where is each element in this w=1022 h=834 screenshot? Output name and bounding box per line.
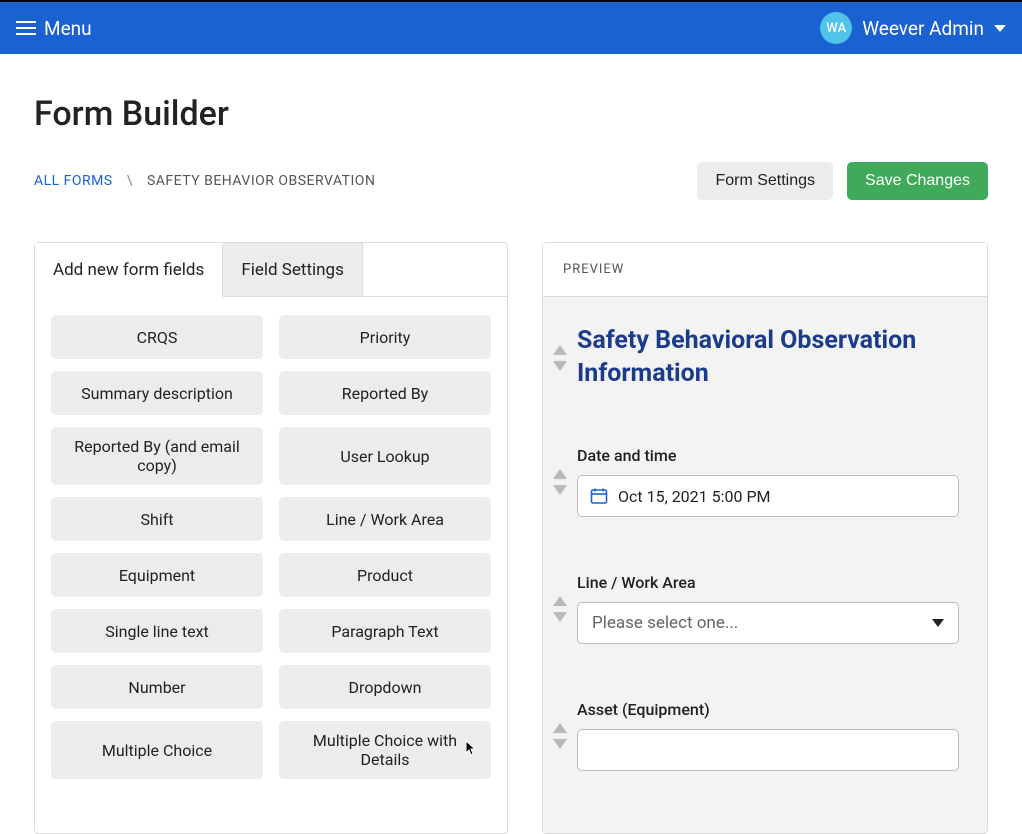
move-up-icon[interactable] [553, 596, 567, 606]
move-down-icon[interactable] [553, 739, 567, 749]
page-content: Form Builder ALL FORMS \ SAFETY BEHAVIOR… [0, 54, 1022, 834]
breadcrumb-current: SAFETY BEHAVIOR OBSERVATION [147, 173, 375, 189]
avatar-initials: WA [826, 21, 846, 36]
move-down-icon[interactable] [553, 361, 567, 371]
field-chip-line-work-area[interactable]: Line / Work Area [279, 497, 491, 541]
line-select[interactable]: Please select one... [577, 602, 959, 644]
hamburger-icon [16, 21, 36, 35]
cursor-icon [465, 740, 477, 760]
asset-input[interactable] [577, 729, 959, 771]
field-grid: CRQS Priority Summary description Report… [35, 297, 507, 797]
tab-field-settings[interactable]: Field Settings [223, 243, 363, 296]
breadcrumb-root[interactable]: ALL FORMS [34, 173, 113, 189]
field-chip-paragraph-text[interactable]: Paragraph Text [279, 609, 491, 653]
move-down-icon[interactable] [553, 612, 567, 622]
field-chip-user-lookup[interactable]: User Lookup [279, 427, 491, 485]
field-chip-reported-by-email[interactable]: Reported By (and email copy) [51, 427, 263, 485]
form-settings-button[interactable]: Form Settings [697, 162, 833, 200]
move-down-icon[interactable] [553, 485, 567, 495]
line-label: Line / Work Area [577, 573, 959, 592]
tabs: Add new form fields Field Settings [35, 243, 507, 297]
field-chip-equipment[interactable]: Equipment [51, 553, 263, 597]
field-chip-single-line-text[interactable]: Single line text [51, 609, 263, 653]
field-chip-crqs[interactable]: CRQS [51, 315, 263, 359]
field-chip-shift[interactable]: Shift [51, 497, 263, 541]
menu-button[interactable]: Menu [16, 17, 92, 40]
user-name: Weever Admin [862, 17, 984, 40]
workspace: Add new form fields Field Settings CRQS … [34, 242, 988, 834]
chevron-down-icon [932, 619, 944, 627]
field-chip-summary-description[interactable]: Summary description [51, 371, 263, 415]
preview-date-block[interactable]: Date and time Oct 15, 2021 5:00 PM [551, 432, 971, 531]
field-chip-priority[interactable]: Priority [279, 315, 491, 359]
subheader-row: ALL FORMS \ SAFETY BEHAVIOR OBSERVATION … [34, 162, 988, 200]
left-panel: Add new form fields Field Settings CRQS … [34, 242, 508, 834]
calendar-icon [590, 487, 608, 505]
field-chip-number[interactable]: Number [51, 665, 263, 709]
reorder-arrows [553, 596, 567, 622]
reorder-arrows [553, 469, 567, 495]
preview-panel: PREVIEW Safety Behavioral Observation In… [542, 242, 988, 834]
move-up-icon[interactable] [553, 345, 567, 355]
field-chip-reported-by[interactable]: Reported By [279, 371, 491, 415]
tab-add-fields[interactable]: Add new form fields [35, 243, 223, 297]
preview-section-title-block[interactable]: Safety Behavioral Observation Informatio… [551, 311, 971, 404]
date-label: Date and time [577, 446, 959, 465]
breadcrumb: ALL FORMS \ SAFETY BEHAVIOR OBSERVATION [34, 173, 375, 189]
date-value: Oct 15, 2021 5:00 PM [618, 487, 771, 506]
reorder-arrows [553, 723, 567, 749]
move-up-icon[interactable] [553, 723, 567, 733]
preview-section-title: Safety Behavioral Observation Informatio… [577, 325, 959, 390]
field-chip-multiple-choice[interactable]: Multiple Choice [51, 721, 263, 779]
preview-line-block[interactable]: Line / Work Area Please select one... [551, 559, 971, 658]
move-up-icon[interactable] [553, 469, 567, 479]
date-input[interactable]: Oct 15, 2021 5:00 PM [577, 475, 959, 517]
avatar: WA [820, 12, 852, 44]
preview-body: Safety Behavioral Observation Informatio… [543, 297, 987, 833]
page-title: Form Builder [34, 94, 988, 134]
chevron-down-icon [994, 25, 1006, 32]
preview-header: PREVIEW [543, 243, 987, 297]
topbar: Menu WA Weever Admin [0, 0, 1022, 54]
asset-label: Asset (Equipment) [577, 700, 959, 719]
line-placeholder: Please select one... [592, 613, 738, 633]
reorder-arrows [553, 345, 567, 371]
action-buttons: Form Settings Save Changes [697, 162, 988, 200]
user-menu[interactable]: WA Weever Admin [820, 12, 1006, 44]
menu-label: Menu [44, 17, 92, 40]
field-chip-dropdown[interactable]: Dropdown [279, 665, 491, 709]
field-chip-label: Multiple Choice with Details [291, 731, 479, 769]
field-chip-product[interactable]: Product [279, 553, 491, 597]
breadcrumb-separator: \ [127, 173, 133, 189]
preview-asset-block[interactable]: Asset (Equipment) [551, 686, 971, 785]
save-changes-button[interactable]: Save Changes [847, 162, 988, 200]
field-chip-multiple-choice-details[interactable]: Multiple Choice with Details [279, 721, 491, 779]
